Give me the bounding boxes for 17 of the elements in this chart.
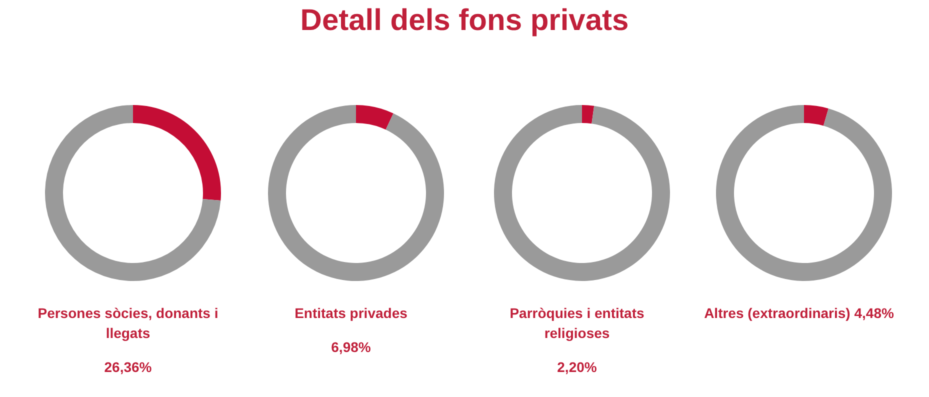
text: Parròquies i entitats religioses	[510, 305, 644, 341]
donut-slice	[716, 105, 892, 281]
donut-slice	[494, 105, 670, 281]
donut-slice	[45, 105, 221, 281]
text: 4,48%	[853, 305, 894, 321]
donut-slice	[268, 105, 444, 281]
donut-slice	[133, 105, 221, 201]
donut-slice	[804, 105, 828, 126]
text: Entitats privades	[294, 305, 408, 321]
donut-slice	[356, 105, 394, 130]
donut-slice	[582, 105, 594, 124]
text: 2,20%	[556, 358, 598, 377]
text: 26,36%	[103, 358, 153, 377]
text: Persones sòcies, donants i llegats	[38, 305, 218, 341]
text: Detall dels fons privats	[299, 4, 630, 38]
text: Altres (extraordinaris)	[704, 305, 850, 321]
text: 6,98%	[330, 338, 372, 357]
